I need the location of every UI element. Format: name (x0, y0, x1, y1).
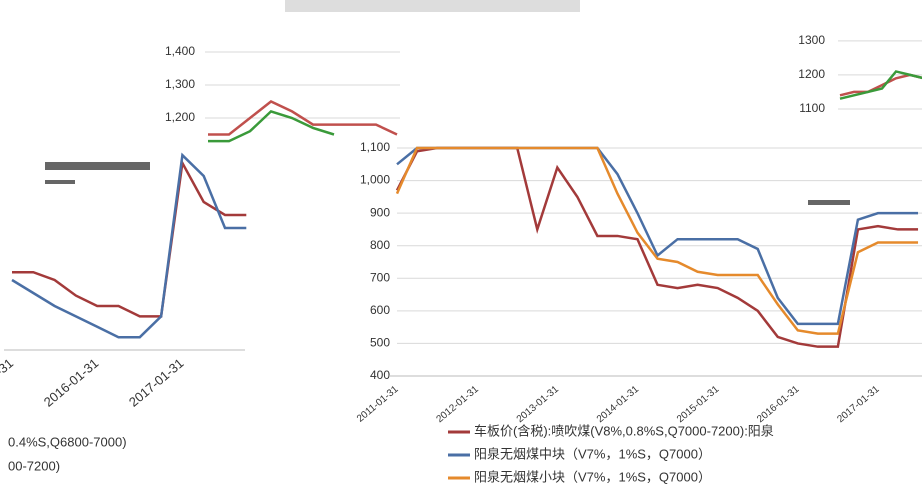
y-tick-label: 1,300 (165, 77, 195, 91)
y-tick-label: 1,000 (360, 173, 390, 187)
y-tick-label: 800 (370, 238, 390, 252)
legend-label: 车板价(含税):喷吹煤(V8%,0.8%S,Q7000-7200):阳泉 (474, 423, 774, 438)
legend-label: 阳泉无烟煤中块（V7%，1%S，Q7000） (474, 446, 711, 461)
left-panel (0, 145, 250, 484)
y-tick-label: 1,200 (165, 110, 195, 124)
y-tick-label: 1100 (799, 101, 825, 115)
legend-label: 阳泉无烟煤小块（V7%，1%S，Q7000） (474, 469, 711, 484)
bar-artifact (45, 162, 150, 170)
legend-label: 00-7200) (8, 458, 60, 473)
y-tick-label: 900 (370, 205, 390, 219)
bar-artifact (45, 180, 75, 184)
y-tick-label: 1,100 (360, 140, 390, 154)
y-tick-label: 1200 (798, 67, 825, 81)
main-panel (335, 142, 922, 484)
series-line (12, 159, 247, 318)
series-line (208, 109, 335, 143)
series-line (11, 152, 247, 339)
y-tick-label: 1300 (798, 33, 825, 47)
series-line (395, 146, 919, 335)
y-tick-label: 1,400 (165, 44, 195, 58)
y-tick-label: 400 (370, 368, 390, 382)
y-tick-label: 600 (370, 303, 390, 317)
legend-label: 0.4%S,Q6800-7000) (8, 434, 127, 449)
series-line (839, 70, 922, 100)
series-line (839, 73, 922, 97)
series-line (208, 100, 398, 136)
y-tick-label: 700 (370, 270, 390, 284)
header-strip (285, 0, 580, 12)
bar-artifact (808, 200, 850, 205)
y-tick-label: 500 (370, 336, 390, 350)
